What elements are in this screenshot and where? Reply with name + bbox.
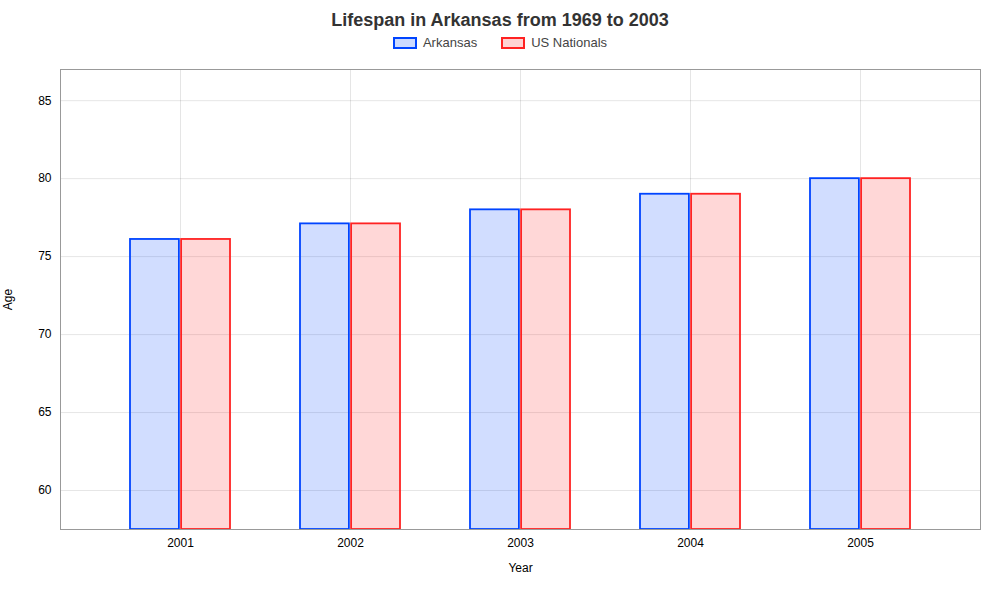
svg-text:2001: 2001	[167, 536, 194, 550]
html-text:US Nationals: US Nationals	[531, 35, 607, 50]
svg-text:2005: 2005	[847, 536, 874, 550]
html-text:Lifespan in Arkansas from 1969: Lifespan in Arkansas from 1969 to 2003	[331, 10, 669, 30]
svg-text:80: 80	[38, 171, 52, 185]
html-text:Arkansas: Arkansas	[423, 35, 478, 50]
svg-text:2002: 2002	[337, 536, 364, 550]
svg-text:65: 65	[38, 405, 52, 419]
svg-text:70: 70	[38, 327, 52, 341]
svg-text:75: 75	[38, 249, 52, 263]
svg-text:60: 60	[38, 483, 52, 497]
svg-text:85: 85	[38, 94, 52, 108]
svg-text:Year: Year	[508, 561, 532, 575]
svg-text:2003: 2003	[507, 536, 534, 550]
svg-text:2004: 2004	[677, 536, 704, 550]
svg-text:Age: Age	[1, 289, 15, 311]
